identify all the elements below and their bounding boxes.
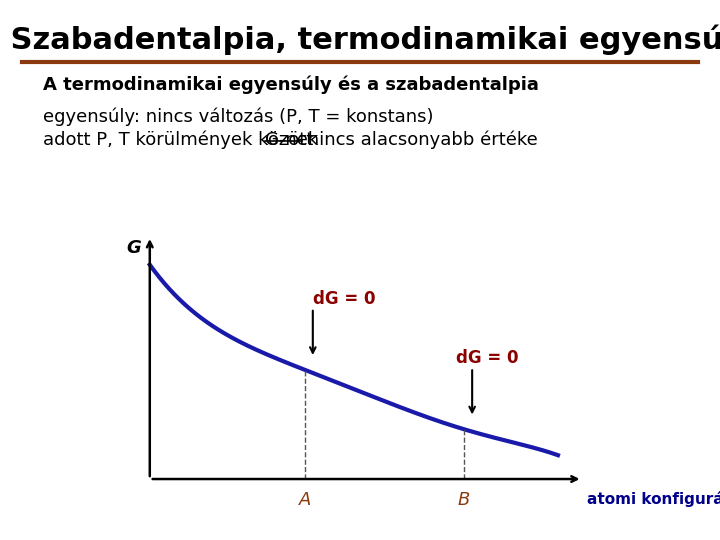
- Text: 4. Szabadentalpia, termodinamikai egyensúly: 4. Szabadentalpia, termodinamikai egyens…: [0, 24, 720, 55]
- Text: nincs alacsonyabb értéke: nincs alacsonyabb értéke: [302, 131, 538, 149]
- Text: G: G: [126, 239, 141, 256]
- Text: A: A: [299, 491, 311, 509]
- Text: adott P, T körülmények között: adott P, T körülmények között: [43, 131, 319, 149]
- Text: G-nek: G-nek: [265, 131, 318, 149]
- Text: B: B: [458, 491, 470, 509]
- Text: dG = 0: dG = 0: [456, 349, 518, 367]
- Text: A termodinamikai egyensúly és a szabadentalpia: A termodinamikai egyensúly és a szabaden…: [43, 76, 539, 94]
- Text: egyensúly: nincs változás (P, T = konstans): egyensúly: nincs változás (P, T = konsta…: [43, 108, 433, 126]
- Text: atomi konfigurációk: atomi konfigurációk: [587, 491, 720, 507]
- Text: dG = 0: dG = 0: [312, 290, 375, 308]
